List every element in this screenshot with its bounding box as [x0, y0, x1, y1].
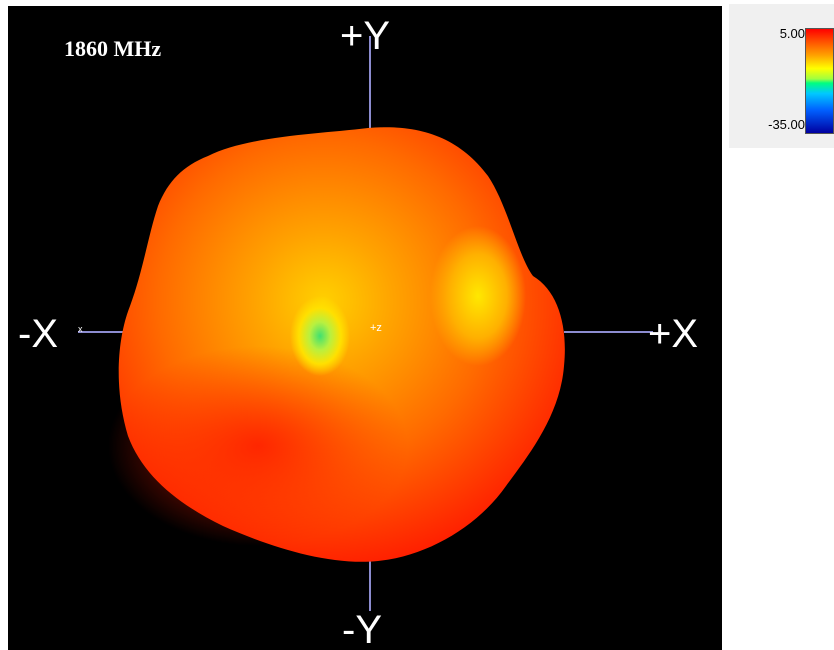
pattern-lower-red — [108, 346, 408, 546]
axis-label-neg-y: -Y — [342, 608, 382, 650]
color-scale-legend: 5.00 -35.00 — [729, 4, 834, 148]
axis-label-pos-y: +Y — [340, 14, 391, 58]
radiation-pattern-plot: 1860 MHz +Y -Y -X +X +z x — [8, 6, 722, 650]
pattern-peak-hotspot — [290, 296, 350, 376]
legend-max-value: 5.00 — [779, 26, 805, 41]
axis-label-x-small: x — [78, 324, 83, 334]
legend-color-bar — [805, 28, 834, 134]
axis-label-pos-z: +z — [370, 322, 382, 334]
pattern-right-hotspot — [430, 226, 526, 366]
legend-min-value: -35.00 — [768, 117, 805, 132]
axis-label-neg-x: -X — [18, 312, 58, 356]
frequency-label: 1860 MHz — [64, 36, 162, 61]
axis-label-pos-x: +X — [648, 312, 699, 356]
radiation-pattern-svg — [78, 36, 653, 611]
